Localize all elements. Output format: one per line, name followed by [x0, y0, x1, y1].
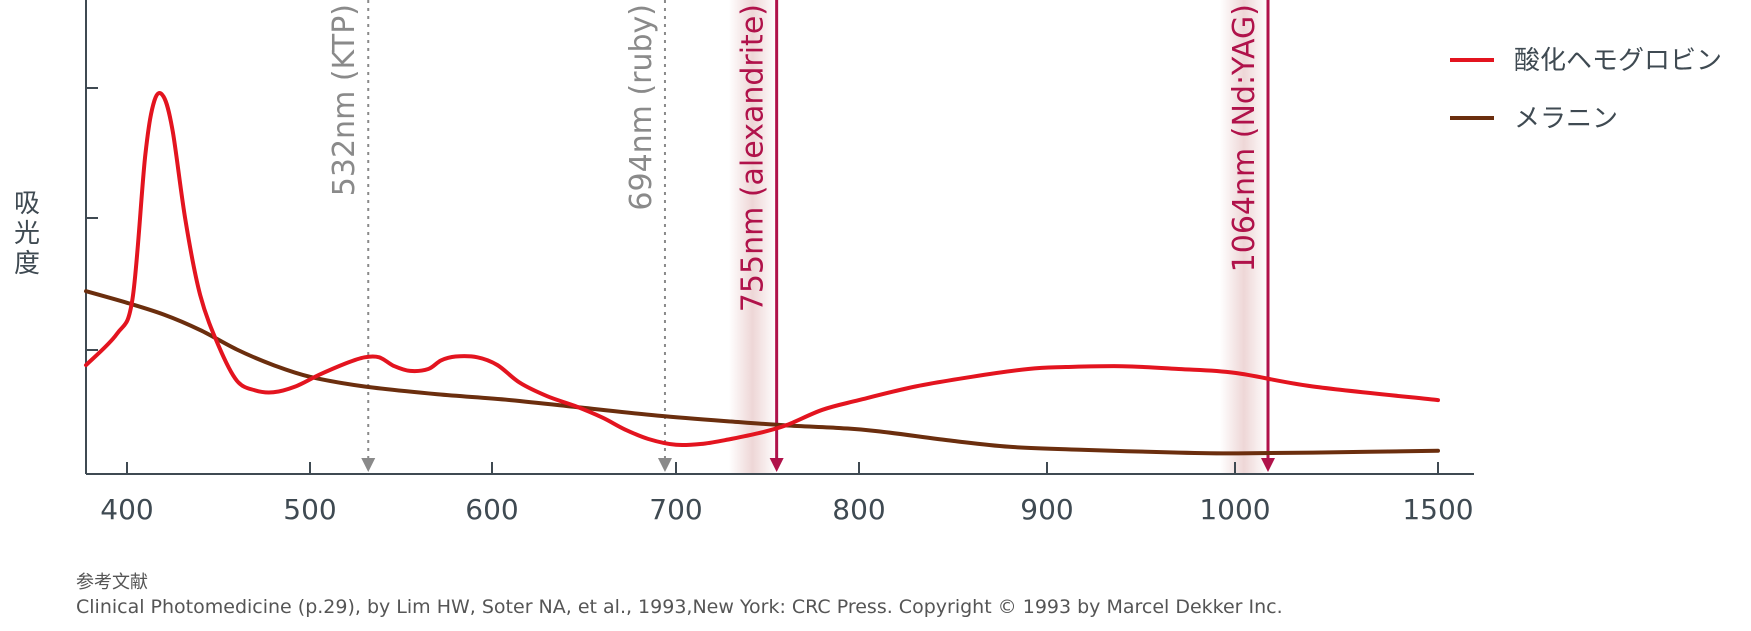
y-axis-label: 吸光度: [14, 189, 40, 279]
laser-label: 755nm (alexandrite): [736, 4, 771, 312]
x-tick-label: 800: [832, 493, 885, 526]
reference-heading: 参考文献: [76, 572, 148, 593]
x-tick-label: 900: [1020, 493, 1073, 526]
legend-label: メラニン: [1514, 104, 1618, 134]
legend-label: 酸化ヘモグロビン: [1514, 46, 1722, 76]
laser-label: 1064nm (Nd:YAG): [1227, 4, 1262, 272]
x-tick-label: 700: [649, 493, 702, 526]
absorption-chart: 400 500 600 700 800 900 1000 1500 532nm (KTP) 69…: [14, 0, 1722, 526]
x-tick-label: 500: [283, 493, 336, 526]
laser-arrowhead: [657, 458, 672, 472]
x-tick-label: 1500: [1402, 493, 1473, 526]
laser-arrowhead: [769, 458, 784, 472]
laser-arrowhead: [361, 458, 376, 472]
reference-text: Clinical Photomedicine (p.29), by Lim HW…: [76, 596, 1283, 618]
x-tick-label: 400: [100, 493, 153, 526]
x-tick-label: 600: [465, 493, 518, 526]
laser-arrowhead: [1261, 458, 1275, 472]
series-line: [84, 91, 1440, 448]
series-line: [84, 289, 1440, 456]
laser-label: 532nm (KTP): [327, 4, 362, 196]
laser-label: 694nm (ruby): [624, 4, 659, 211]
laser-highlight: [1220, 0, 1268, 474]
x-tick-label: 1000: [1199, 493, 1270, 526]
laser-highlight: [728, 0, 777, 474]
